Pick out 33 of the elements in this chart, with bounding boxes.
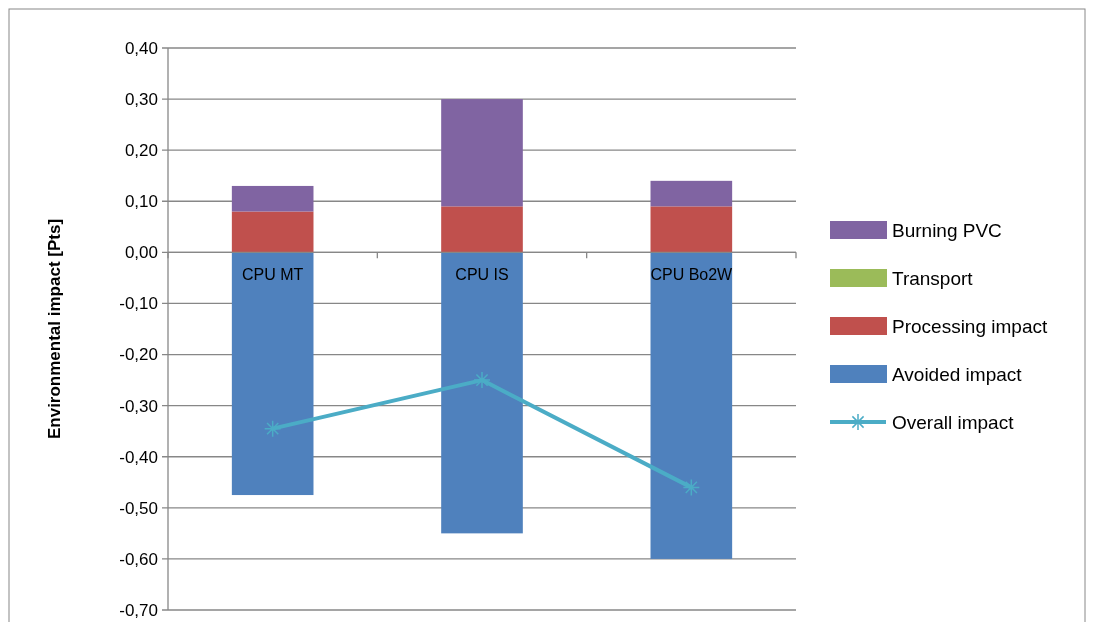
y-tick-label: -0,10 [119, 294, 158, 314]
y-tick-label: 0,10 [124, 192, 158, 212]
y-tick-label: 0,30 [124, 90, 158, 110]
x-tick-label: CPU Bo2W [650, 266, 734, 284]
bar [231, 252, 314, 496]
legend-label: Processing impact [892, 315, 1048, 337]
bar [441, 99, 523, 207]
legend-label: Overall impact [892, 411, 1015, 433]
y-tick-label: -0,50 [119, 498, 158, 518]
legend-label: Transport [892, 267, 974, 289]
y-tick-label: -0,40 [119, 447, 158, 467]
y-axis-title: Environmental impact [Pts] [45, 218, 64, 440]
y-tick-label: 0,00 [124, 243, 158, 263]
point [263, 419, 282, 438]
y-tick-label: 0,20 [124, 141, 158, 161]
bar [441, 206, 523, 253]
bar [231, 185, 314, 212]
bar [650, 206, 733, 253]
legend-label: Avoided impact [892, 363, 1023, 385]
bar [441, 252, 523, 534]
legend-label: Burning PVC [892, 219, 1002, 241]
x-tick-label: CPU IS [455, 266, 509, 284]
bar [231, 211, 314, 253]
y-tick-label: 0,40 [124, 38, 158, 58]
point [473, 371, 491, 389]
y-tick-label: -0,60 [119, 549, 158, 569]
bar [650, 180, 733, 207]
y-tick-label: -0,20 [119, 345, 158, 365]
y-tick-label: -0,70 [119, 600, 158, 620]
bar [650, 252, 733, 559]
x-tick-label: CPU MT [242, 266, 304, 284]
point [682, 478, 701, 497]
y-tick-label: -0,30 [119, 396, 158, 416]
